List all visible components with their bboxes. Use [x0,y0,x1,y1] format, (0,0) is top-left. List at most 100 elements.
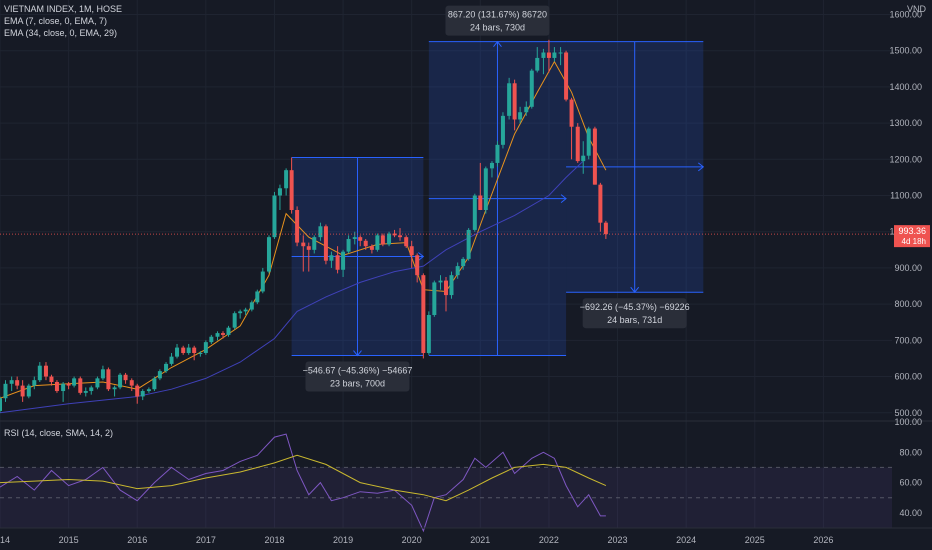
candle-body[interactable] [586,128,591,156]
candle-body[interactable] [43,365,48,377]
candle-body[interactable] [260,271,265,292]
candle-body[interactable] [575,126,580,162]
candle-body[interactable] [209,336,214,343]
candle-body[interactable] [558,52,563,54]
candle-body[interactable] [592,128,597,185]
candle-body[interactable] [152,378,157,390]
candle-body[interactable] [146,389,151,392]
candle-body[interactable] [392,233,397,236]
candle-body[interactable] [426,315,431,354]
candle-body[interactable] [181,347,186,354]
candle-body[interactable] [26,385,31,397]
candle-body[interactable] [215,333,220,337]
candle-body[interactable] [284,170,289,189]
candle-body[interactable] [3,383,8,399]
candle-body[interactable] [387,233,392,245]
candle-body[interactable] [438,280,443,283]
candle-body[interactable] [483,168,488,210]
candle-body[interactable] [192,347,197,354]
candle-body[interactable] [49,376,54,382]
candle-body[interactable] [318,226,323,238]
candle-body[interactable] [489,162,494,169]
candle-body[interactable] [346,238,351,252]
candle-body[interactable] [529,70,534,107]
candle-body[interactable] [186,347,191,354]
candle-body[interactable] [603,222,608,235]
candle-body[interactable] [449,275,454,296]
candle-body[interactable] [421,275,426,354]
candle-body[interactable] [541,52,546,58]
candle-body[interactable] [415,255,420,276]
candle-body[interactable] [9,380,14,384]
candle-body[interactable] [546,52,551,58]
candle-body[interactable] [472,195,477,230]
candle-body[interactable] [95,378,100,388]
candle-body[interactable] [0,398,3,411]
candle-body[interactable] [118,374,123,388]
candle-body[interactable] [37,365,42,381]
candle-body[interactable] [15,380,20,386]
candle-body[interactable] [238,311,243,314]
candle-body[interactable] [277,188,282,196]
candle-body[interactable] [598,184,603,223]
candle-body[interactable] [226,327,231,335]
candle-body[interactable] [106,369,111,390]
candle-body[interactable] [232,313,237,328]
candle-body[interactable] [157,371,162,379]
candle-body[interactable] [66,383,71,386]
candle-body[interactable] [100,369,105,379]
candle-body[interactable] [329,255,334,261]
candle-body[interactable] [380,235,385,245]
candle-body[interactable] [301,242,306,247]
candle-body[interactable] [507,83,512,116]
candle-body[interactable] [398,235,403,238]
candle-body[interactable] [32,380,37,386]
candle-body[interactable] [289,170,294,210]
candle-body[interactable] [295,210,300,243]
candle-body[interactable] [335,255,340,270]
candle-body[interactable] [129,380,134,386]
candle-body[interactable] [243,309,248,312]
candle-body[interactable] [524,106,529,113]
candle-body[interactable] [203,342,208,354]
candle-body[interactable] [323,226,328,261]
candle-body[interactable] [164,363,169,372]
candle-body[interactable] [495,144,500,163]
candle-body[interactable] [198,353,203,355]
candle-body[interactable] [466,229,471,259]
candle-body[interactable] [175,347,180,357]
candle-body[interactable] [409,246,414,256]
candle-body[interactable] [363,240,368,247]
candle-body[interactable] [369,246,374,250]
candle-body[interactable] [54,381,59,392]
candle-body[interactable] [20,385,25,397]
candle-body[interactable] [220,333,226,335]
candle-body[interactable] [455,266,460,276]
candle-body[interactable] [432,282,437,315]
candle-body[interactable] [83,391,88,393]
candle-body[interactable] [89,387,94,392]
candle-body[interactable] [552,52,557,58]
candle-body[interactable] [112,387,117,390]
candle-body[interactable] [306,246,311,250]
candle-body[interactable] [375,235,380,250]
candle-body[interactable] [581,155,586,162]
candle-body[interactable] [518,112,523,120]
candle-body[interactable] [135,385,140,397]
candle-body[interactable] [72,378,77,386]
candle-body[interactable] [404,237,409,247]
candle-body[interactable] [312,237,317,250]
candle-body[interactable] [500,115,505,145]
candle-body[interactable] [249,302,254,310]
candle-body[interactable] [443,280,449,296]
candle-body[interactable] [564,52,569,100]
candle-body[interactable] [512,83,517,120]
candle-body[interactable] [78,378,83,393]
candle-body[interactable] [169,356,174,364]
candle-body[interactable] [61,383,66,392]
candle-body[interactable] [140,391,145,397]
candle-body[interactable] [255,291,260,303]
candle-body[interactable] [266,237,271,272]
candle-body[interactable] [123,374,128,381]
